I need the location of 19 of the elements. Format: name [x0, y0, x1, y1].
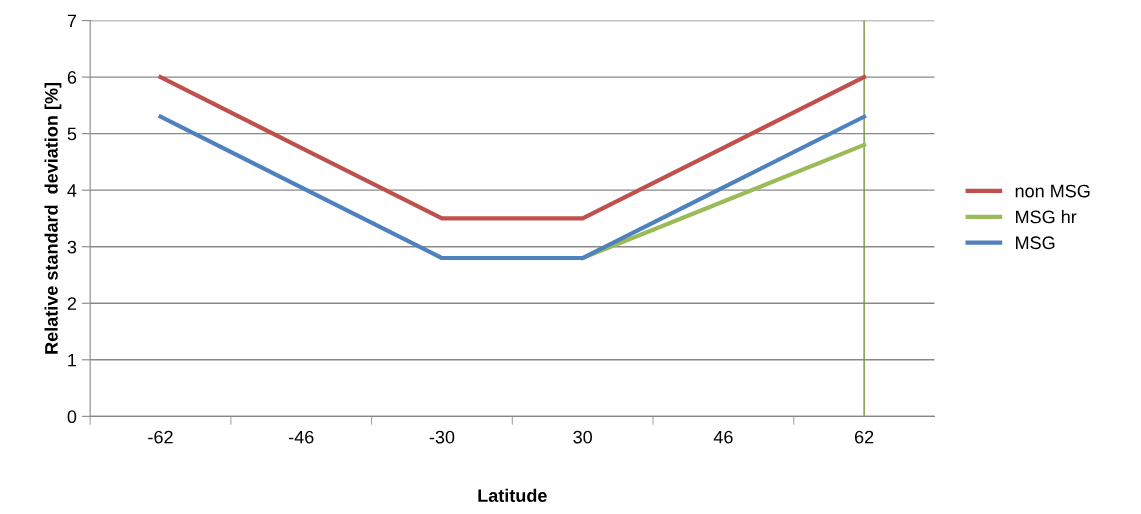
y-tick-label: 7: [67, 14, 77, 28]
legend-label: non MSG: [1015, 184, 1090, 198]
x-axis-title: Latitude: [478, 488, 547, 502]
x-tick-label: 46: [713, 430, 733, 444]
y-axis-title: Relative standard deviation [%]: [44, 83, 62, 354]
x-tick-label: -62: [148, 430, 173, 444]
x-tick-label: 62: [854, 430, 874, 444]
x-tick-label: -46: [288, 430, 314, 444]
y-tick-label: 4: [67, 184, 77, 197]
legend-label: MSG: [1016, 236, 1055, 250]
y-tick-label: 6: [67, 71, 77, 84]
y-tick-label: 2: [67, 297, 77, 310]
legend-label: MSG hr: [1016, 210, 1077, 224]
y-tick-label: 1: [68, 353, 77, 367]
y-tick-label: 5: [67, 127, 77, 141]
y-tick-label: 3: [67, 240, 77, 254]
x-tick-label: -30: [429, 430, 455, 444]
y-tick-label: 0: [67, 410, 77, 424]
x-tick-label: 30: [573, 430, 593, 444]
